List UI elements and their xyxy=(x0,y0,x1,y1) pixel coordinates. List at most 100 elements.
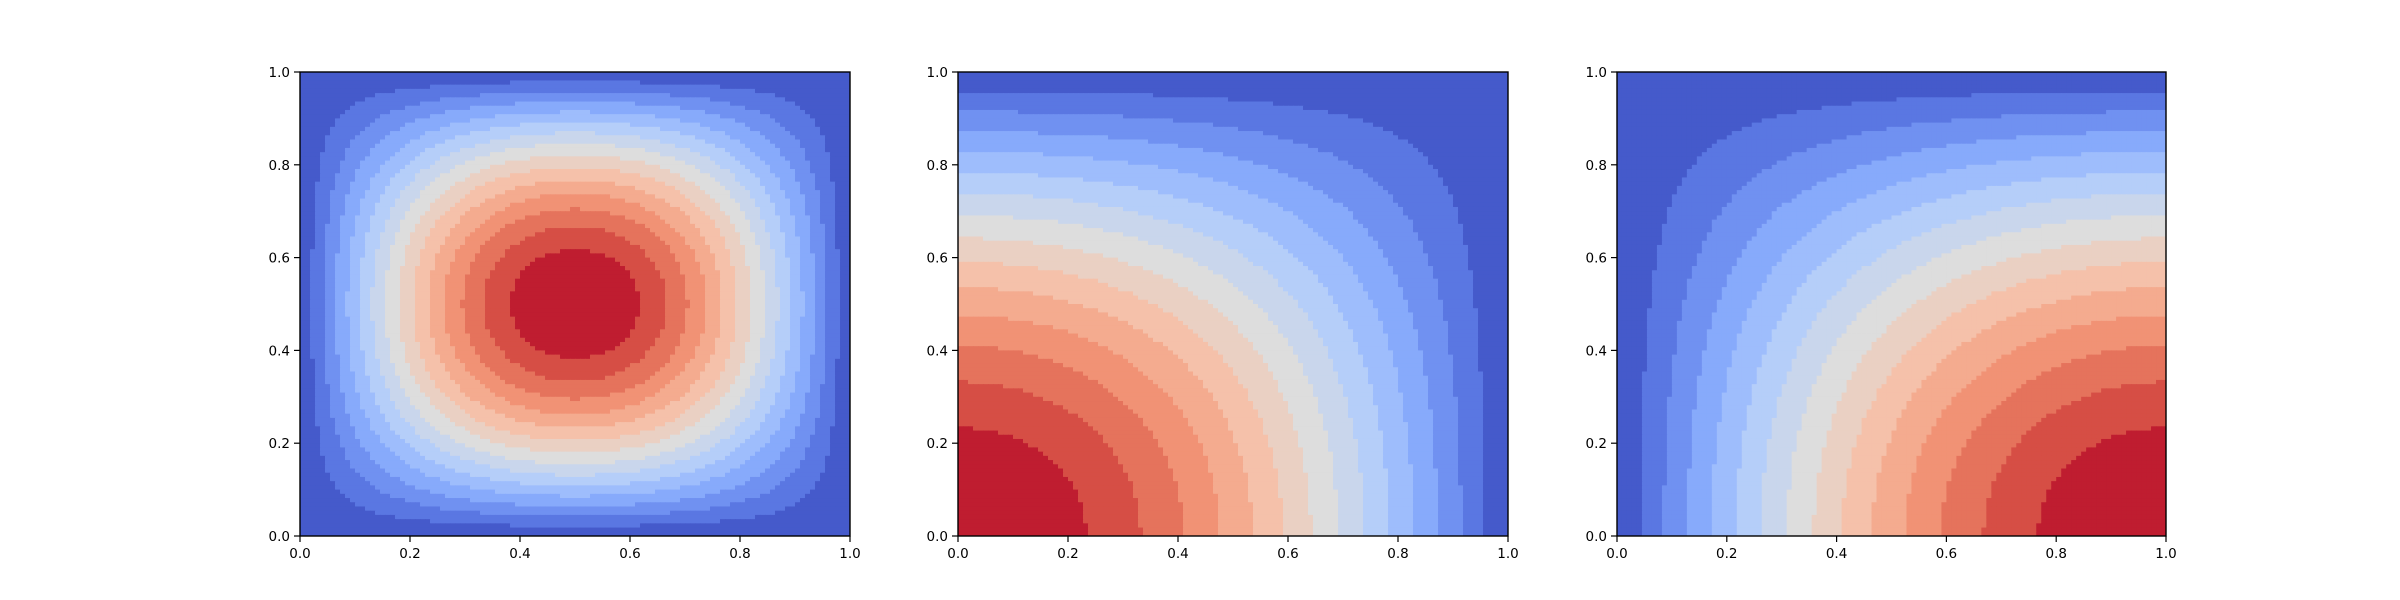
contour-cell xyxy=(525,206,531,212)
contour-cell xyxy=(785,244,791,250)
contour-cell xyxy=(455,72,461,77)
contour-cell xyxy=(760,118,766,124)
contour-cell xyxy=(635,139,641,145)
contour-cell xyxy=(695,76,701,82)
contour-cell xyxy=(375,122,381,128)
contour-cell xyxy=(755,181,761,187)
contour-cell xyxy=(540,206,546,212)
contour-cell xyxy=(445,118,451,124)
contour-cell xyxy=(655,169,661,174)
contour-cell xyxy=(420,164,426,170)
contour-cell xyxy=(660,202,666,208)
contour-cell xyxy=(575,147,581,153)
contour-cell xyxy=(570,206,576,212)
contour-cell xyxy=(705,173,711,179)
contour-cell xyxy=(355,80,361,86)
contour-cell xyxy=(750,240,756,246)
contour-cell xyxy=(735,88,741,94)
contour-cell xyxy=(700,160,706,166)
contour-cell xyxy=(570,93,576,98)
contour-cell xyxy=(740,194,746,200)
contour-cell xyxy=(445,139,451,145)
contour-cell xyxy=(310,206,316,212)
contour-cell xyxy=(725,177,731,183)
contour-cell xyxy=(690,72,696,77)
contour-cell xyxy=(500,88,506,94)
contour-cell xyxy=(795,118,801,124)
contour-cell xyxy=(600,219,606,225)
contour-cell xyxy=(345,206,351,212)
contour-cell xyxy=(335,122,341,128)
contour-cell xyxy=(310,152,316,157)
contour-cell xyxy=(440,109,446,115)
contour-cell xyxy=(565,88,571,94)
contour-cell xyxy=(515,97,521,103)
contour-cell xyxy=(760,101,766,107)
contour-cell xyxy=(390,181,396,187)
contour-cell xyxy=(470,118,476,124)
contour-cell xyxy=(635,181,641,187)
contour-cell xyxy=(365,228,371,233)
contour-cell xyxy=(610,177,616,183)
contour-cell xyxy=(780,228,786,233)
contour-cell xyxy=(510,80,516,86)
contour-cell xyxy=(340,152,346,157)
contour-cell xyxy=(570,211,576,217)
contour-cell xyxy=(780,131,786,136)
contour-cell xyxy=(675,152,681,157)
contour-cell xyxy=(310,219,316,225)
contour-cell xyxy=(830,84,836,90)
contour-cell xyxy=(655,181,661,187)
contour-cell xyxy=(585,118,591,124)
contour-cell xyxy=(420,105,426,111)
contour-cell xyxy=(810,139,816,145)
contour-cell xyxy=(610,147,616,153)
contour-cell xyxy=(620,253,626,259)
contour-cell xyxy=(385,181,391,187)
contour-cell xyxy=(730,240,736,246)
contour-cell xyxy=(650,80,656,86)
contour-cell xyxy=(740,206,746,212)
contour-cell xyxy=(635,185,641,191)
contour-cell xyxy=(830,253,836,259)
contour-cell xyxy=(310,88,316,94)
contour-cell xyxy=(420,160,426,166)
contour-cell xyxy=(660,198,666,204)
contour-cell xyxy=(785,76,791,82)
contour-cell xyxy=(530,139,536,145)
contour-cell xyxy=(420,122,426,128)
contour-cell xyxy=(470,215,476,221)
contour-cell xyxy=(720,147,726,153)
contour-cell xyxy=(750,160,756,166)
contour-cell xyxy=(595,105,601,111)
contour-cell xyxy=(470,206,476,212)
contour-cell xyxy=(735,72,741,77)
contour-cell xyxy=(670,76,676,82)
contour-cell xyxy=(565,118,571,124)
contour-cell xyxy=(565,143,571,149)
contour-cell xyxy=(485,101,491,107)
contour-cell xyxy=(445,228,451,233)
contour-cell xyxy=(585,84,591,90)
contour-cell xyxy=(415,126,421,132)
contour-cell xyxy=(530,105,536,111)
contour-cell xyxy=(555,97,561,103)
contour-cell xyxy=(520,143,526,149)
contour-cell xyxy=(785,109,791,115)
contour-cell xyxy=(795,223,801,229)
contour-cell xyxy=(820,147,826,153)
contour-cell xyxy=(420,135,426,141)
contour-cell xyxy=(370,240,376,246)
contour-cell xyxy=(455,118,461,124)
contour-cell xyxy=(810,215,816,221)
contour-cell xyxy=(495,139,501,145)
contour-cell xyxy=(840,215,846,221)
contour-cell xyxy=(410,215,416,221)
contour-cell xyxy=(670,114,676,119)
contour-cell xyxy=(750,244,756,250)
contour-cell xyxy=(305,118,311,124)
contour-cell xyxy=(550,177,556,183)
contour-cell xyxy=(480,156,486,162)
contour-cell xyxy=(585,219,591,225)
contour-cell xyxy=(395,211,401,217)
